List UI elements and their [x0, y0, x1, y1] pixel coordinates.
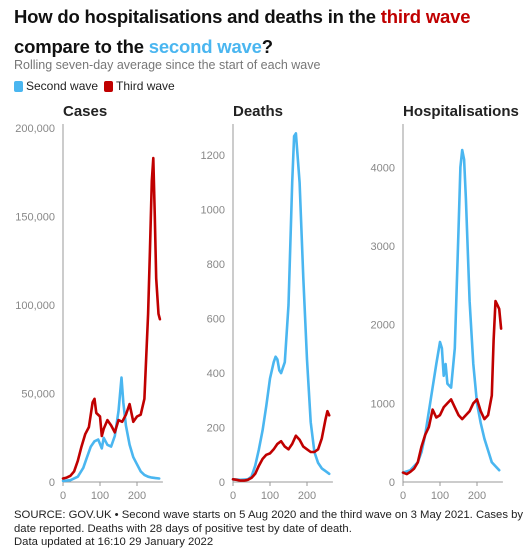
x-tick-label-hospitalisations: 100: [431, 490, 449, 502]
y-tick-label-hospitalisations: 2000: [371, 320, 395, 332]
panel-title-cases: Cases: [63, 103, 107, 120]
y-tick-label-cases: 150,000: [15, 212, 55, 224]
footer-source-line: SOURCE: GOV.UK • Second wave starts on 5…: [14, 509, 524, 521]
y-tick-label-deaths: 600: [207, 314, 225, 326]
legend-label-third-wave: Third wave: [116, 79, 175, 93]
y-tick-label-deaths: 400: [207, 368, 225, 380]
y-tick-label-hospitalisations: 4000: [371, 162, 395, 174]
y-tick-label-cases: 100,000: [15, 300, 55, 312]
panel-title-deaths: Deaths: [233, 103, 283, 120]
series-line-cases-third-wave: [61, 156, 162, 480]
title-third-wave: third wave: [380, 6, 471, 27]
x-tick-label-cases: 100: [91, 490, 109, 502]
y-tick-label-deaths: 800: [207, 259, 225, 271]
y-tick-label-hospitalisations: 3000: [371, 241, 395, 253]
x-tick-label-hospitalisations: 200: [468, 490, 486, 502]
y-tick-label-deaths: 1200: [201, 150, 225, 162]
y-tick-label-cases: 50,000: [21, 389, 55, 401]
x-tick-label-deaths: 200: [298, 490, 316, 502]
y-tick-label-cases: 200,000: [15, 123, 55, 135]
legend: Second wave Third wave: [14, 79, 181, 93]
legend-label-second-wave: Second wave: [26, 79, 99, 93]
footer: SOURCE: GOV.UK • Second wave starts on 5…: [14, 509, 524, 550]
x-tick-label-deaths: 0: [230, 490, 236, 502]
title-second-wave: second wave: [148, 36, 262, 57]
series-line-hospitalisations-third-wave: [401, 299, 503, 476]
y-tick-label-hospitalisations: 0: [389, 477, 395, 489]
series-line-deaths-third-wave: [231, 409, 331, 482]
panel-title-hospitalisations: Hospitalisations: [403, 103, 519, 120]
title-part3: ?: [261, 36, 273, 57]
x-tick-label-deaths: 100: [261, 490, 279, 502]
y-tick-label-deaths: 1000: [201, 205, 225, 217]
y-tick-label-deaths: 200: [207, 423, 225, 435]
legend-swatch-second-wave: [14, 80, 23, 92]
y-tick-label-deaths: 0: [219, 477, 225, 489]
title-part2: compare to the: [14, 36, 149, 57]
y-tick-label-cases: 0: [49, 477, 55, 489]
footer-updated-line: Data updated at 16:10 29 January 2022: [14, 536, 214, 548]
series-line-hospitalisations-second-wave: [401, 148, 501, 474]
y-tick-label-hospitalisations: 1000: [371, 398, 395, 410]
series-line-deaths-second-wave: [231, 132, 331, 482]
x-tick-label-hospitalisations: 0: [400, 490, 406, 502]
footer-notes-line: date reported. Deaths with 28 days of po…: [14, 522, 352, 535]
legend-item-second-wave: Second wave: [14, 79, 98, 93]
chart-subtitle: Rolling seven-day average since the star…: [14, 58, 321, 72]
legend-swatch-third-wave: [104, 80, 114, 92]
x-tick-label-cases: 0: [60, 490, 66, 502]
chart-title: How do hospitalisations and deaths in th…: [14, 2, 524, 62]
x-tick-label-cases: 200: [128, 490, 146, 502]
legend-item-third-wave: Third wave: [104, 79, 175, 93]
title-part1: How do hospitalisations and deaths in th…: [14, 6, 381, 27]
